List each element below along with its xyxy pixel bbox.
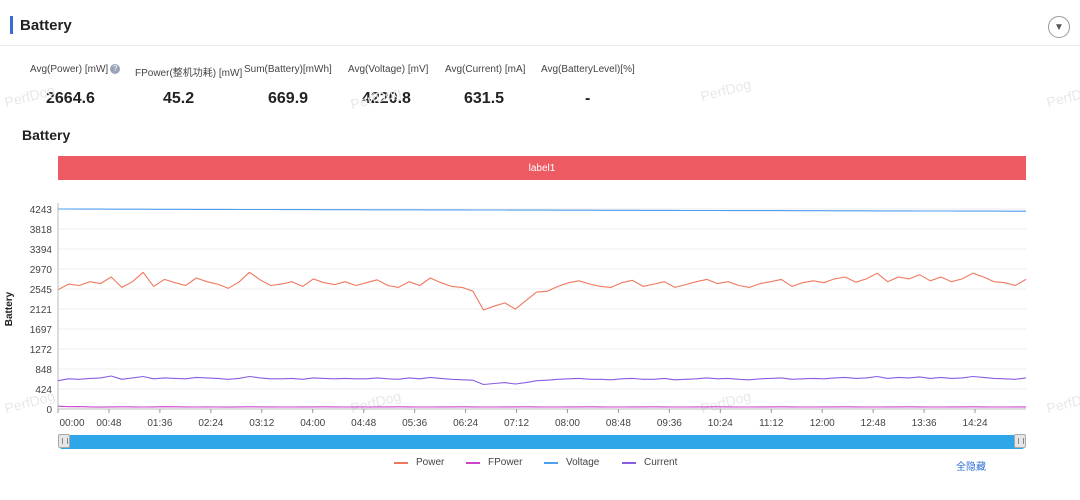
legend-item-current[interactable]: Current [622,457,677,468]
series-line-fpower [57,405,1026,408]
label-band[interactable]: label1 [58,156,1026,180]
stat-value: 4220.8 [362,90,411,107]
legend-label: Power [416,457,445,468]
legend-swatch [544,461,558,464]
stat-label: Avg(BatteryLevel)[%] [541,64,635,75]
chevron-down-icon: ▼ [1054,21,1064,33]
chart-title: Battery [22,127,71,143]
x-tick-label: 08:00 [555,418,580,429]
y-tick-label: 424 [35,385,52,396]
series-line-current [57,375,1027,386]
legend-item-fpower[interactable]: FPower [466,457,522,468]
y-tick-label: 2121 [30,305,53,316]
stat-avg-voltage: Avg(Voltage) [mV] 4220.8 [348,64,429,107]
y-tick-label: 1272 [30,345,53,356]
stat-label: FPower(整机功耗) [mW] [135,68,243,79]
x-tick-label: 06:24 [453,418,478,429]
x-tick-label: 09:36 [657,418,682,429]
y-tick-label: 1697 [30,325,53,336]
y-tick-label: 3818 [30,225,53,236]
x-tick-label: 12:48 [861,418,886,429]
stat-value: 631.5 [464,90,505,107]
legend-label: FPower [488,457,523,468]
x-tick-label: 04:00 [300,418,325,429]
x-tick-label: 02:24 [198,418,223,429]
stat-label: Avg(Power) [mW] [30,64,109,75]
x-tick-label: 00:00 [59,418,84,429]
y-tick-label: 0 [46,405,52,416]
x-tick-label: 04:48 [351,418,376,429]
stat-avg-battery-level: Avg(BatteryLevel)[%] - [541,64,635,107]
help-icon[interactable]: ? [110,64,121,75]
x-tick-label: 08:48 [606,418,631,429]
y-tick-label: 2545 [30,285,53,296]
toggle-all-series-link[interactable]: 全隐藏 [956,462,986,473]
x-tick-label: 05:36 [402,418,427,429]
legend-item-power[interactable]: Power [394,457,444,468]
y-tick-label: 3394 [30,245,53,256]
stat-label: Avg(Current) [mA] [445,64,526,75]
stat-avg-current: Avg(Current) [mA] 631.5 [445,64,526,107]
x-tick-label: 07:12 [504,418,529,429]
stat-value: 45.2 [163,90,195,107]
y-axis-label: Battery [4,291,15,326]
stat-value: 669.9 [268,90,309,107]
legend-label: Current [644,457,678,468]
accent-bar [10,16,13,34]
label-band-text: label1 [528,162,556,174]
x-tick-label: 14:24 [963,418,988,429]
zoom-slider[interactable] [58,434,1026,449]
legend-item-voltage[interactable]: Voltage [544,457,599,468]
panel-header: Battery [10,14,72,36]
stat-fpower: FPower(整机功耗) [mW] 45.2 [135,64,243,107]
collapse-button[interactable]: ▼ [1048,16,1070,38]
legend-label: Voltage [566,457,600,468]
y-tick-label: 2970 [30,265,53,276]
y-tick-label: 848 [35,365,52,376]
stat-sum-battery: Sum(Battery)[mWh] 669.9 [244,64,332,107]
x-tick-label: 11:12 [759,418,784,429]
chart-legend: Power FPower Voltage Current [0,457,1080,471]
legend-swatch [622,461,636,464]
stat-avg-power: Avg(Power) [mW]? 2664.6 [30,64,121,107]
stat-value: - [585,90,591,107]
stat-label: Avg(Voltage) [mV] [348,64,429,75]
x-tick-label: 10:24 [708,418,733,429]
x-tick-label: 13:36 [912,418,937,429]
x-tick-label: 03:12 [249,418,274,429]
zoom-handle-right[interactable] [1014,434,1026,448]
series-line-voltage [58,208,1026,212]
stat-label: Sum(Battery)[mWh] [244,64,332,75]
x-tick-label: 01:36 [147,418,172,429]
panel-title: Battery [20,16,72,34]
stat-value: 2664.6 [46,90,95,107]
x-tick-label: 00:48 [96,418,121,429]
series-line-power [57,271,1027,311]
header-divider [0,45,1080,46]
zoom-handle-left[interactable] [58,434,70,448]
y-tick-label: 4243 [30,205,53,216]
legend-swatch [466,461,480,464]
legend-swatch [394,461,408,464]
x-tick-label: 12:00 [810,418,835,429]
